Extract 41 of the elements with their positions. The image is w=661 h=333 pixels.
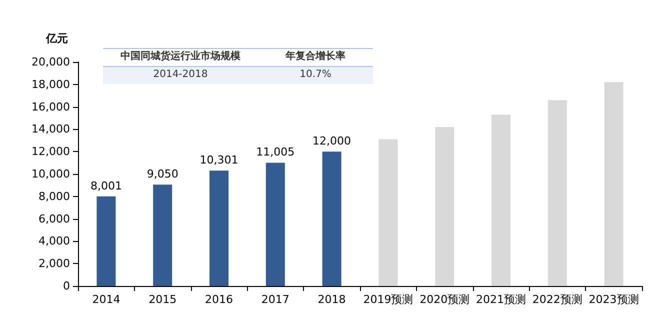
y-tick-label: 0: [63, 280, 70, 292]
y-tick-label: 2,000: [38, 257, 70, 270]
x-tick-label: 2023预测: [588, 293, 639, 306]
bar: [604, 82, 624, 286]
data-label: 9,050: [146, 168, 178, 181]
annotation: 10.7%: [298, 68, 332, 82]
x-tick-label: 2022预测: [532, 293, 582, 306]
x-tick-label: 2018: [318, 293, 346, 306]
data-label: 8,001: [90, 179, 122, 192]
data-label: 11,005: [256, 146, 295, 159]
bar: [322, 152, 342, 286]
y-tick-label: 18,000: [32, 78, 70, 91]
x-tick-label: 2019预测: [363, 293, 414, 306]
y-tick-label: 16,000: [32, 100, 70, 114]
bar: [96, 196, 116, 286]
y-tick-label: 6,000: [38, 212, 70, 226]
bar: [153, 184, 172, 286]
bar: [492, 114, 510, 286]
x-tick-label: 2020预测: [420, 293, 470, 306]
x-tick-label: 2017: [261, 293, 290, 306]
data-label: 12,000: [312, 134, 352, 148]
bar: [378, 139, 398, 286]
bar: [548, 100, 567, 286]
y-tick-label: 4,000: [38, 234, 70, 248]
y-tick-label: 8,000: [38, 190, 70, 203]
text: 中国同城货运行业市场规模: [120, 49, 242, 64]
x-tick-label: 2021预测: [476, 293, 526, 306]
y-tick-label: 10,000: [32, 168, 70, 180]
y-tick-label: 12,000: [32, 145, 70, 158]
y-tick-label: 14,000: [32, 122, 70, 136]
y-axis-title: 亿元: [45, 32, 68, 45]
bar: [435, 126, 454, 286]
data-label: 10,301: [200, 154, 238, 167]
x-tick-label: 2016: [205, 293, 233, 306]
bar: [210, 170, 228, 286]
text: 年复合增长率: [284, 49, 346, 64]
bar: [266, 162, 285, 286]
x-tick-label: 2015: [148, 293, 177, 306]
y-tick-label: 20,000: [32, 56, 70, 68]
x-tick-label: 2014: [92, 293, 120, 306]
annotation: 2014-2018: [152, 68, 209, 82]
